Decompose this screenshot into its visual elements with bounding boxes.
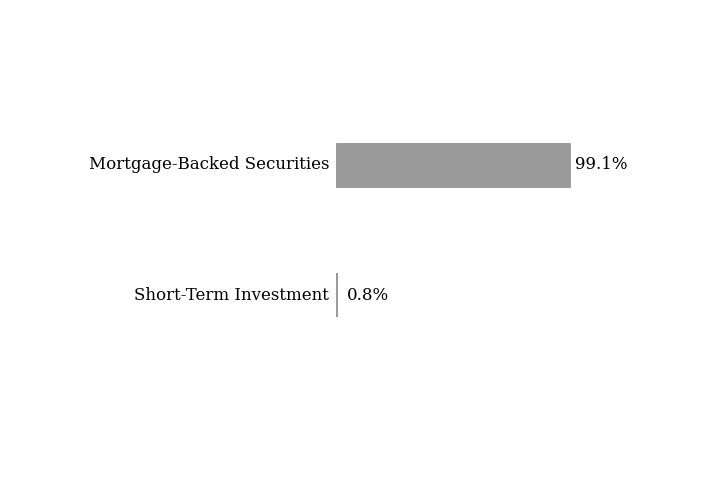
Text: Short-Term Investment: Short-Term Investment bbox=[135, 287, 329, 304]
Text: Mortgage-Backed Securities: Mortgage-Backed Securities bbox=[88, 156, 329, 173]
Text: 99.1%: 99.1% bbox=[575, 156, 627, 173]
FancyBboxPatch shape bbox=[336, 273, 338, 317]
Text: 0.8%: 0.8% bbox=[347, 287, 389, 304]
FancyBboxPatch shape bbox=[336, 143, 570, 187]
